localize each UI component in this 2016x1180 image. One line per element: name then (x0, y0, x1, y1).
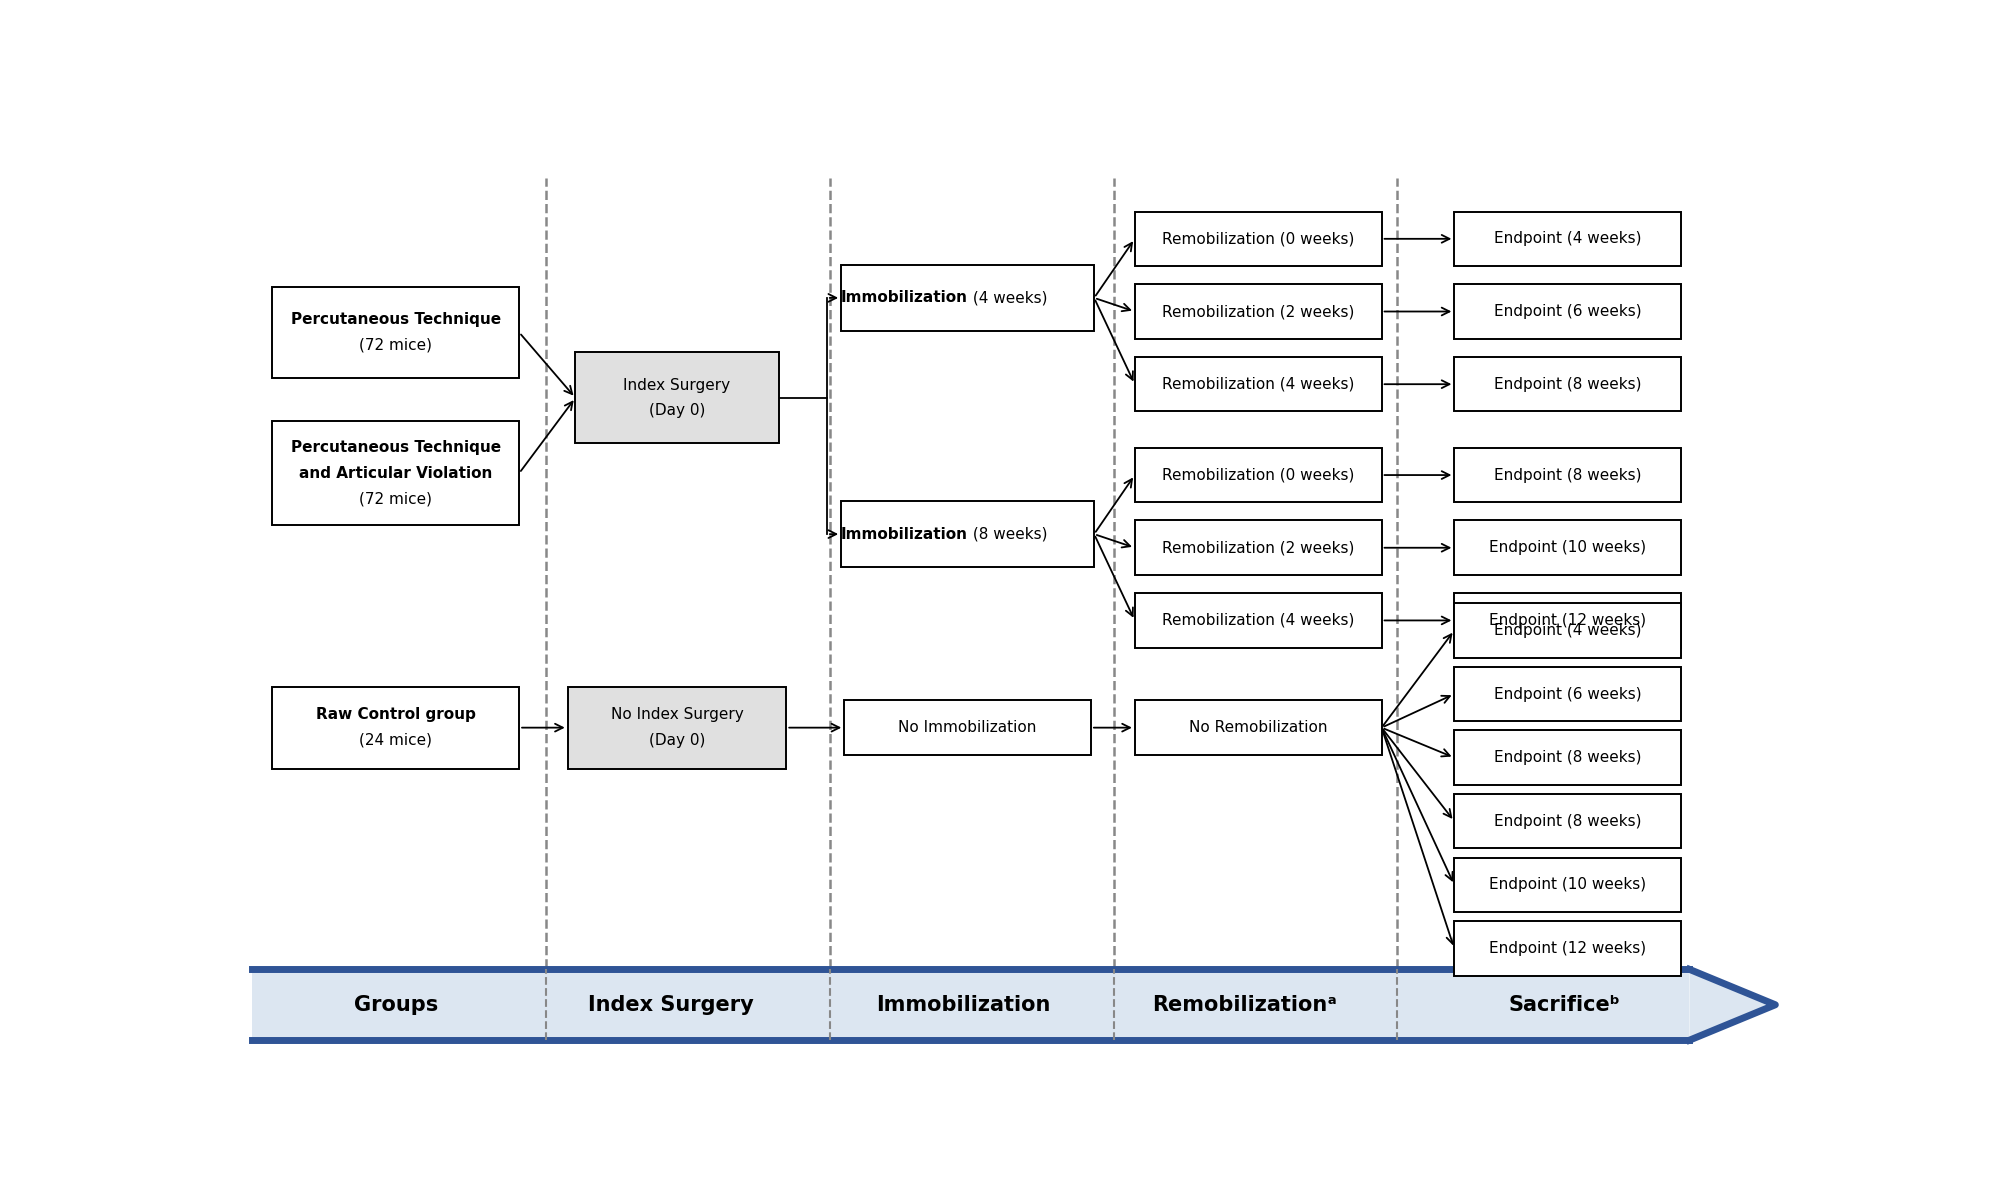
Text: Immobilization: Immobilization (875, 995, 1050, 1015)
FancyBboxPatch shape (1454, 858, 1681, 912)
FancyBboxPatch shape (575, 353, 778, 444)
Text: Remobilization (4 weeks): Remobilization (4 weeks) (1161, 376, 1355, 392)
Text: Immobilization: Immobilization (841, 526, 968, 542)
Text: Immobilization: Immobilization (841, 290, 968, 306)
Text: Remobilization (0 weeks): Remobilization (0 weeks) (1161, 467, 1355, 483)
Text: and Articular Violation: and Articular Violation (298, 466, 492, 480)
Text: Groups: Groups (353, 995, 437, 1015)
Text: No Index Surgery: No Index Surgery (611, 708, 744, 722)
FancyBboxPatch shape (1135, 447, 1381, 503)
FancyBboxPatch shape (1454, 730, 1681, 785)
FancyBboxPatch shape (841, 502, 1095, 566)
FancyBboxPatch shape (1454, 794, 1681, 848)
Text: Remobilization (2 weeks): Remobilization (2 weeks) (1161, 540, 1355, 556)
FancyBboxPatch shape (272, 421, 520, 525)
Text: (72 mice): (72 mice) (359, 491, 431, 506)
FancyBboxPatch shape (1135, 284, 1381, 339)
Text: Endpoint (6 weeks): Endpoint (6 weeks) (1494, 687, 1641, 702)
Text: Endpoint (10 weeks): Endpoint (10 weeks) (1490, 878, 1647, 892)
FancyBboxPatch shape (1454, 520, 1681, 575)
FancyBboxPatch shape (1135, 211, 1381, 266)
Text: Remobilization (2 weeks): Remobilization (2 weeks) (1161, 304, 1355, 319)
FancyBboxPatch shape (1135, 520, 1381, 575)
Text: Endpoint (12 weeks): Endpoint (12 weeks) (1490, 612, 1647, 628)
Text: Endpoint (8 weeks): Endpoint (8 weeks) (1494, 467, 1641, 483)
FancyBboxPatch shape (1454, 447, 1681, 503)
FancyBboxPatch shape (841, 266, 1095, 330)
Text: Index Surgery: Index Surgery (589, 995, 754, 1015)
Text: No Immobilization: No Immobilization (899, 720, 1036, 735)
Text: (8 weeks): (8 weeks) (968, 526, 1046, 542)
Text: Remobilizationᵃ: Remobilizationᵃ (1151, 995, 1337, 1015)
FancyBboxPatch shape (1135, 356, 1381, 412)
Text: No Remobilization: No Remobilization (1189, 720, 1327, 735)
FancyBboxPatch shape (1454, 211, 1681, 266)
Text: Index Surgery: Index Surgery (623, 378, 730, 393)
FancyBboxPatch shape (845, 701, 1091, 755)
Polygon shape (1689, 969, 1776, 1041)
Text: Endpoint (10 weeks): Endpoint (10 weeks) (1490, 540, 1647, 556)
Text: Raw Control group: Raw Control group (317, 708, 476, 722)
Text: Remobilization (0 weeks): Remobilization (0 weeks) (1161, 231, 1355, 247)
FancyBboxPatch shape (1454, 603, 1681, 657)
Text: Percutaneous Technique: Percutaneous Technique (290, 440, 500, 455)
FancyBboxPatch shape (1454, 284, 1681, 339)
Text: Endpoint (6 weeks): Endpoint (6 weeks) (1494, 304, 1641, 319)
Text: Endpoint (12 weeks): Endpoint (12 weeks) (1490, 940, 1647, 956)
FancyBboxPatch shape (252, 969, 1689, 1041)
Text: Endpoint (8 weeks): Endpoint (8 weeks) (1494, 376, 1641, 392)
Text: (Day 0): (Day 0) (649, 404, 706, 418)
FancyBboxPatch shape (1135, 594, 1381, 648)
FancyBboxPatch shape (1454, 356, 1681, 412)
Text: Percutaneous Technique: Percutaneous Technique (290, 313, 500, 327)
Text: (24 mice): (24 mice) (359, 733, 431, 748)
FancyBboxPatch shape (272, 287, 520, 378)
FancyBboxPatch shape (272, 687, 520, 768)
FancyBboxPatch shape (1454, 667, 1681, 721)
Text: (Day 0): (Day 0) (649, 733, 706, 748)
FancyBboxPatch shape (569, 687, 786, 768)
FancyBboxPatch shape (1454, 594, 1681, 648)
FancyBboxPatch shape (1135, 701, 1381, 755)
Text: Endpoint (4 weeks): Endpoint (4 weeks) (1494, 231, 1641, 247)
Text: (72 mice): (72 mice) (359, 337, 431, 353)
Text: Sacrificeᵇ: Sacrificeᵇ (1508, 995, 1621, 1015)
Text: Remobilization (4 weeks): Remobilization (4 weeks) (1161, 612, 1355, 628)
Text: Endpoint (8 weeks): Endpoint (8 weeks) (1494, 750, 1641, 765)
Text: Endpoint (4 weeks): Endpoint (4 weeks) (1494, 623, 1641, 638)
Text: Endpoint (8 weeks): Endpoint (8 weeks) (1494, 814, 1641, 828)
Text: (4 weeks): (4 weeks) (968, 290, 1046, 306)
FancyBboxPatch shape (1454, 922, 1681, 976)
